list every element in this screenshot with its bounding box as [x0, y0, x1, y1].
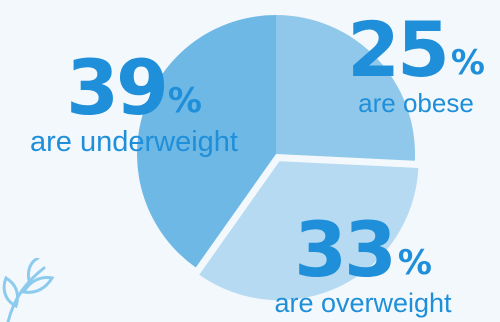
stat-underweight: 39 % are underweight: [18, 50, 250, 157]
obese-value: 25: [347, 5, 450, 94]
leaf-decoration-icon: [2, 258, 55, 322]
stat-overweight: 33 % are overweight: [252, 212, 474, 317]
pie-slice-overweight: [199, 161, 419, 301]
pie-slice-obese: [276, 15, 415, 161]
underweight-caption: are underweight: [30, 126, 238, 158]
underweight-value: 39: [66, 43, 169, 132]
obese-caption: are obese: [358, 88, 474, 118]
pie-slice-underweight: [137, 15, 276, 268]
overweight-caption: are overweight: [274, 288, 452, 318]
overweight-value: 33: [294, 205, 397, 294]
overweight-percent-sign: %: [397, 243, 432, 283]
stat-obese: 25 % are obese: [332, 5, 500, 118]
obese-percent-sign: %: [450, 43, 485, 83]
underweight-percent-sign: %: [167, 81, 202, 121]
